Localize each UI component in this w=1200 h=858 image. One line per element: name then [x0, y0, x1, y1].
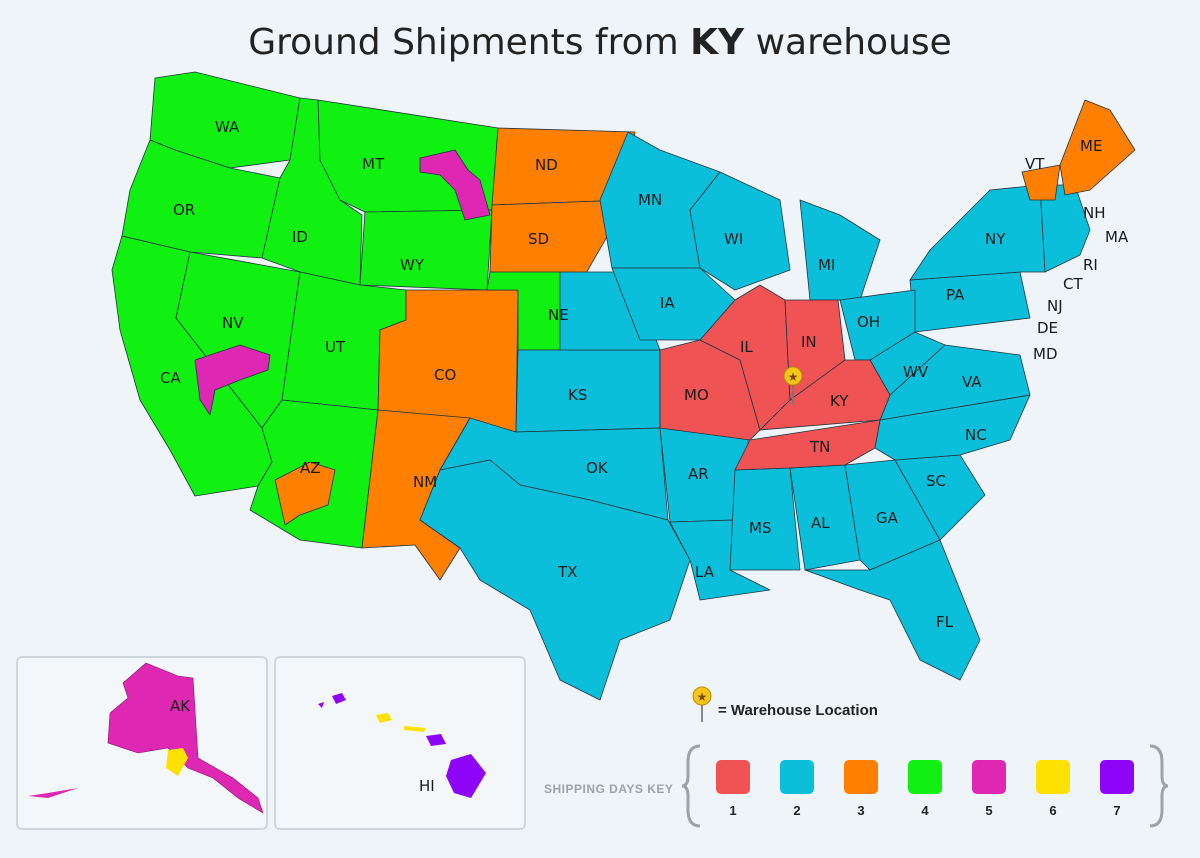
- label-in: IN: [801, 333, 817, 351]
- key-swatch-5: [972, 760, 1006, 794]
- label-nv: NV: [222, 314, 244, 332]
- state-ks: [515, 349, 661, 433]
- label-nd: ND: [535, 156, 558, 174]
- label-ma: MA: [1105, 228, 1129, 246]
- label-hi: HI: [419, 777, 435, 795]
- label-ok: OK: [586, 459, 609, 477]
- label-sd: SD: [528, 230, 549, 248]
- label-ky: KY: [830, 392, 849, 410]
- key-swatch-1: [716, 760, 750, 794]
- island-molokai: [404, 726, 426, 732]
- label-mn: MN: [638, 191, 662, 209]
- label-md: MD: [1033, 345, 1058, 363]
- label-mi: MI: [818, 256, 835, 274]
- label-ms: MS: [749, 519, 771, 537]
- label-mt: MT: [362, 155, 385, 173]
- label-vt: VT: [1025, 155, 1045, 173]
- island-kauai: [332, 693, 346, 704]
- label-az: AZ: [300, 459, 321, 477]
- state-tn: [734, 419, 881, 471]
- state-oh: [839, 289, 916, 361]
- state-mi: [799, 199, 881, 301]
- label-nm: NM: [413, 473, 437, 491]
- alaska-map: AK: [28, 662, 264, 814]
- label-al: AL: [811, 514, 830, 532]
- label-wv: WV: [903, 363, 929, 381]
- key-braces: [681, 744, 1169, 828]
- label-ks: KS: [568, 386, 587, 404]
- label-tn: TN: [809, 438, 830, 456]
- label-or: OR: [173, 201, 195, 219]
- alaska-inset: AK: [16, 656, 268, 830]
- label-la: LA: [695, 563, 715, 581]
- key-label-1: 1: [729, 803, 737, 818]
- label-ne: NE: [548, 306, 569, 324]
- label-nj: NJ: [1047, 297, 1063, 315]
- label-me: ME: [1080, 137, 1102, 155]
- label-ca: CA: [160, 369, 181, 387]
- label-fl: FL: [936, 613, 954, 631]
- zone-az-3day: [274, 461, 336, 526]
- label-ut: UT: [325, 338, 346, 356]
- state-me: [1059, 99, 1136, 196]
- warehouse-pin: ★: [783, 366, 803, 405]
- zone-ak-6day: [166, 748, 188, 776]
- label-wi: WI: [724, 230, 743, 248]
- island-maui: [426, 734, 446, 746]
- key-label-5: 5: [985, 803, 993, 818]
- label-ri: RI: [1083, 256, 1098, 274]
- key-swatch-7: [1100, 760, 1134, 794]
- state-fl: [804, 539, 981, 681]
- label-sc: SC: [926, 472, 946, 490]
- key-swatch-4: [908, 760, 942, 794]
- state-pa: [909, 271, 1031, 333]
- label-il: IL: [740, 338, 753, 356]
- key-label-3: 3: [857, 803, 865, 818]
- label-ct: CT: [1063, 275, 1083, 293]
- label-ar: AR: [688, 465, 709, 483]
- key-label-7: 7: [1113, 803, 1121, 818]
- warehouse-label: = Warehouse Location: [718, 702, 878, 719]
- state-vt: [1021, 164, 1061, 201]
- state-ak: [107, 662, 264, 814]
- state-tx: [419, 459, 691, 701]
- key-swatch-2: [780, 760, 814, 794]
- state-ny: [909, 184, 1046, 281]
- hawaii-map: HI: [318, 693, 486, 798]
- shipping-days-key-title: SHIPPING DAYS KEY: [544, 782, 674, 796]
- zone-mt-5day: [419, 149, 491, 221]
- label-id: ID: [292, 228, 308, 246]
- label-ia: IA: [660, 294, 675, 312]
- label-ga: GA: [876, 509, 899, 527]
- label-de: DE: [1037, 319, 1058, 337]
- hawaii-inset: HI: [274, 656, 526, 830]
- map-title: Ground Shipments from KY warehouse: [248, 22, 952, 63]
- label-nc: NC: [965, 426, 987, 444]
- key-swatch-6: [1036, 760, 1070, 794]
- key-label-2: 2: [793, 803, 801, 818]
- label-pa: PA: [946, 286, 965, 304]
- pin-icon: ★: [692, 686, 712, 722]
- key-swatch-3: [844, 760, 878, 794]
- label-co: CO: [434, 366, 456, 384]
- label-tx: TX: [557, 563, 577, 581]
- label-ak: AK: [170, 697, 191, 715]
- label-wy: WY: [400, 256, 425, 274]
- key-label-6: 6: [1049, 803, 1057, 818]
- svg-text:★: ★: [697, 690, 708, 704]
- label-oh: OH: [857, 313, 880, 331]
- svg-text:★: ★: [788, 370, 799, 384]
- label-mo: MO: [684, 386, 709, 404]
- island-hawaii: [446, 754, 486, 798]
- label-ny: NY: [985, 230, 1006, 248]
- label-nh: NH: [1083, 204, 1106, 222]
- zone-nv-5day: [194, 344, 271, 416]
- label-wa: WA: [215, 118, 240, 136]
- key-label-4: 4: [921, 803, 929, 818]
- label-va: VA: [962, 373, 982, 391]
- state-wi: [689, 171, 791, 291]
- state-wy: [359, 209, 493, 291]
- island-oahu: [376, 713, 392, 723]
